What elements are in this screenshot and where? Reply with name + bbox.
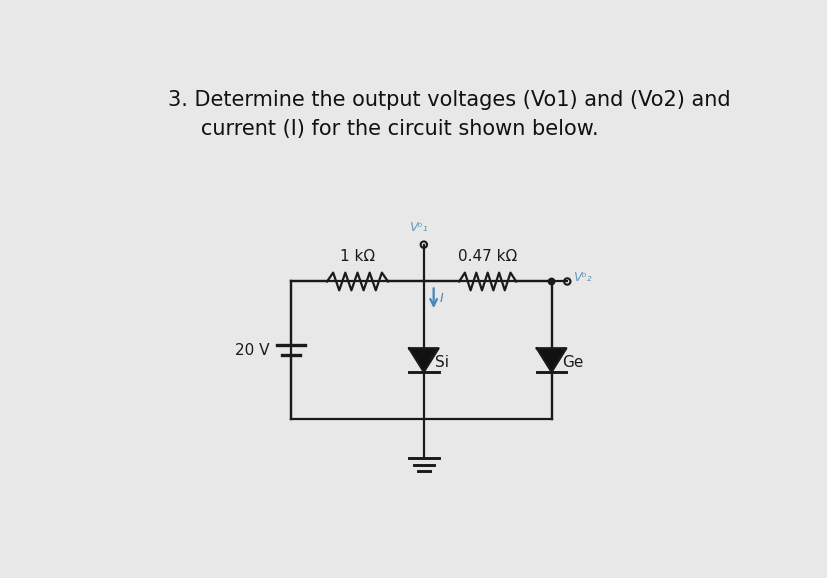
Text: I: I — [439, 292, 442, 305]
Text: Vᵒ₁: Vᵒ₁ — [408, 221, 427, 234]
Circle shape — [547, 278, 554, 285]
Text: Vᵒ₂: Vᵒ₂ — [572, 271, 591, 284]
Text: Si: Si — [434, 355, 448, 370]
Text: 0.47 kΩ: 0.47 kΩ — [457, 249, 517, 264]
Text: 20 V: 20 V — [234, 343, 269, 358]
Text: current (I) for the circuit shown below.: current (I) for the circuit shown below. — [180, 119, 598, 139]
Polygon shape — [409, 349, 438, 372]
Text: Ge: Ge — [562, 355, 583, 370]
Text: 1 kΩ: 1 kΩ — [340, 249, 375, 264]
Text: 3. Determine the output voltages (Vo1) and (Vo2) and: 3. Determine the output voltages (Vo1) a… — [168, 90, 730, 110]
Polygon shape — [536, 349, 566, 372]
